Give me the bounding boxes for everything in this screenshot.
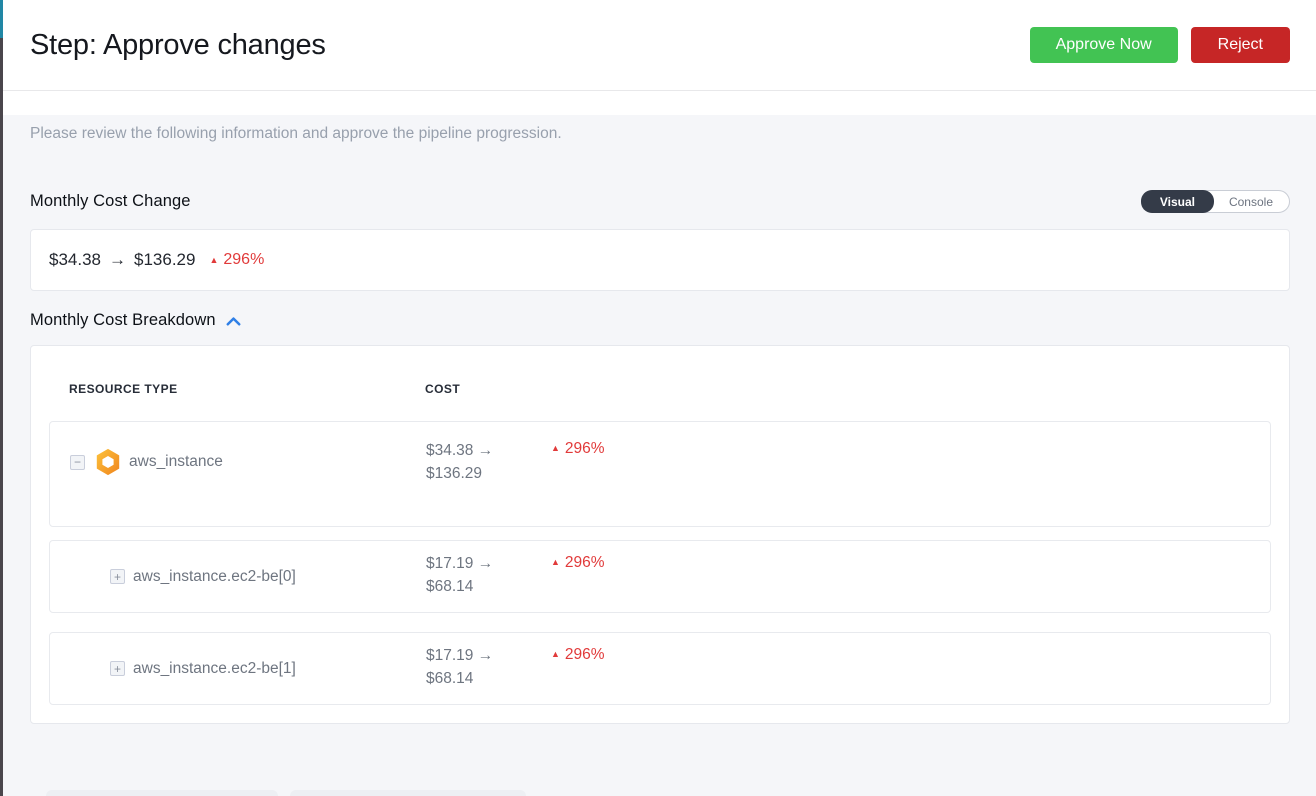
column-resource-type: RESOURCE TYPE xyxy=(69,382,178,396)
delta-percent: 296% xyxy=(223,251,265,268)
cost-to: $136.29 xyxy=(426,465,483,482)
cost-cell: $17.19 → $68.14 xyxy=(426,633,551,690)
resource-name: aws_instance xyxy=(129,453,223,470)
increase-triangle-icon: ▲ xyxy=(551,443,560,453)
breakdown-card: RESOURCE TYPE COST − aws_instance xyxy=(30,345,1290,724)
cost-to: $68.14 xyxy=(426,578,474,595)
approve-now-button[interactable]: Approve Now xyxy=(1029,27,1178,63)
arrow-right-icon: → xyxy=(109,250,126,269)
view-mode-toggle: Visual Console xyxy=(1140,190,1290,213)
toggle-console[interactable]: Console xyxy=(1228,194,1273,209)
resource-name: aws_instance.ec2-be[1] xyxy=(133,659,296,677)
cost-to: $136.29 xyxy=(134,250,196,269)
cost-from: $17.19 → xyxy=(426,555,494,572)
increase-triangle-icon: ▲ xyxy=(551,557,560,567)
table-row[interactable]: + aws_instance.ec2-be[0] $17.19 → $68.14… xyxy=(49,540,1271,613)
delta-percent: 296% xyxy=(564,646,605,663)
toggle-visual[interactable]: Visual xyxy=(1140,190,1214,213)
step-header: Step: Approve changes Approve Now Reject xyxy=(0,0,1316,91)
page-title: Step: Approve changes xyxy=(30,28,326,61)
cost-change-card: $34.38 → $136.29 ▲ 296% xyxy=(30,229,1290,291)
table-header: RESOURCE TYPE COST xyxy=(49,382,1271,396)
header-spacer xyxy=(0,91,1316,115)
increase-triangle-icon: ▲ xyxy=(209,254,219,265)
cost-from: $34.38 xyxy=(49,250,101,269)
column-cost: COST xyxy=(425,382,461,396)
cost-change-section-header: Monthly Cost Change Visual Console xyxy=(30,190,1290,213)
cost-change-heading: Monthly Cost Change xyxy=(30,192,191,210)
resource-cell: − aws_instance xyxy=(70,422,426,476)
collapse-row-button[interactable]: − xyxy=(70,454,85,470)
delta-percent: 296% xyxy=(564,440,605,457)
intro-text: Please review the following information … xyxy=(30,125,562,142)
expand-row-button[interactable]: + xyxy=(110,661,125,676)
cost-delta: ▲ 296% xyxy=(551,422,1270,458)
reject-button[interactable]: Reject xyxy=(1190,27,1290,63)
cutoff-card-stub xyxy=(290,790,526,796)
table-row[interactable]: − aws_instance $34.38 → $136.29 ▲ xyxy=(49,421,1271,527)
chevron-up-icon[interactable] xyxy=(226,317,241,326)
resource-cell: + aws_instance.ec2-be[0] xyxy=(70,541,426,612)
content: Please review the following information … xyxy=(0,115,1316,724)
cost-delta: ▲ 296% xyxy=(551,633,1270,664)
cutoff-card-stub xyxy=(46,790,278,796)
table-row[interactable]: + aws_instance.ec2-be[1] $17.19 → $68.14… xyxy=(49,632,1271,705)
cost-cell: $34.38 → $136.29 xyxy=(426,422,551,485)
delta-percent: 296% xyxy=(564,554,605,571)
breakdown-heading: Monthly Cost Breakdown xyxy=(30,311,216,329)
resource-cell: + aws_instance.ec2-be[1] xyxy=(70,633,426,704)
increase-triangle-icon: ▲ xyxy=(551,649,560,659)
cost-from: $34.38 → xyxy=(426,442,494,459)
resource-name: aws_instance.ec2-be[0] xyxy=(133,567,296,585)
left-edge-stripe xyxy=(0,38,3,796)
cost-from: $17.19 → xyxy=(426,647,494,664)
cost-delta: ▲ 296% xyxy=(209,251,264,269)
cost-cell: $17.19 → $68.14 xyxy=(426,541,551,598)
expand-row-button[interactable]: + xyxy=(110,569,125,584)
left-edge-accent xyxy=(0,0,3,38)
header-actions: Approve Now Reject xyxy=(1029,27,1290,63)
cost-delta: ▲ 296% xyxy=(551,541,1270,572)
aws-instance-icon xyxy=(96,448,120,476)
breakdown-section-header: Monthly Cost Breakdown xyxy=(30,311,1290,330)
cost-to: $68.14 xyxy=(426,670,474,687)
